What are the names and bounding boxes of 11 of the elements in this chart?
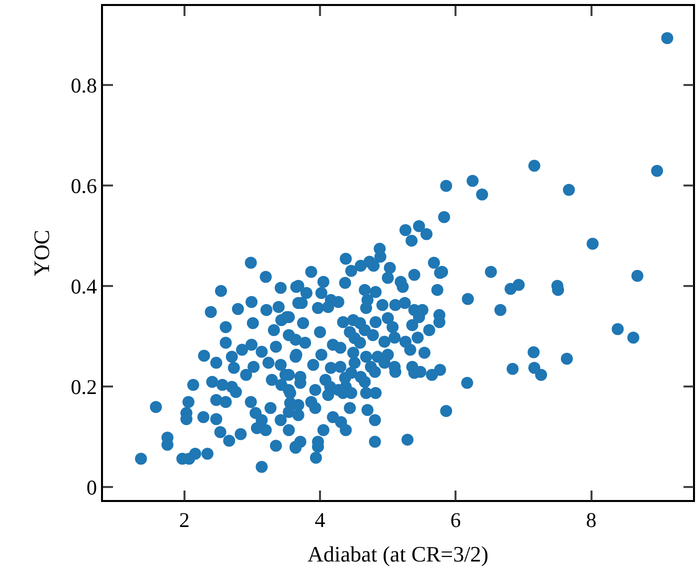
x-tick-label: 2 <box>179 508 190 532</box>
y-tick-label: 0.8 <box>70 73 98 98</box>
x-tick-label: 8 <box>586 508 597 532</box>
y-tick-label: 0.2 <box>70 374 98 399</box>
x-axis-title: Adiabat (at CR=3/2) <box>307 541 489 566</box>
x-tick-label: 4 <box>314 508 326 532</box>
y-tick-label: 0.6 <box>70 174 98 198</box>
y-axis-title: YOC <box>29 230 54 276</box>
y-tick-label: 0.4 <box>70 274 98 298</box>
y-tick-label: 0 <box>86 475 98 500</box>
x-tick-label: 6 <box>450 508 461 532</box>
